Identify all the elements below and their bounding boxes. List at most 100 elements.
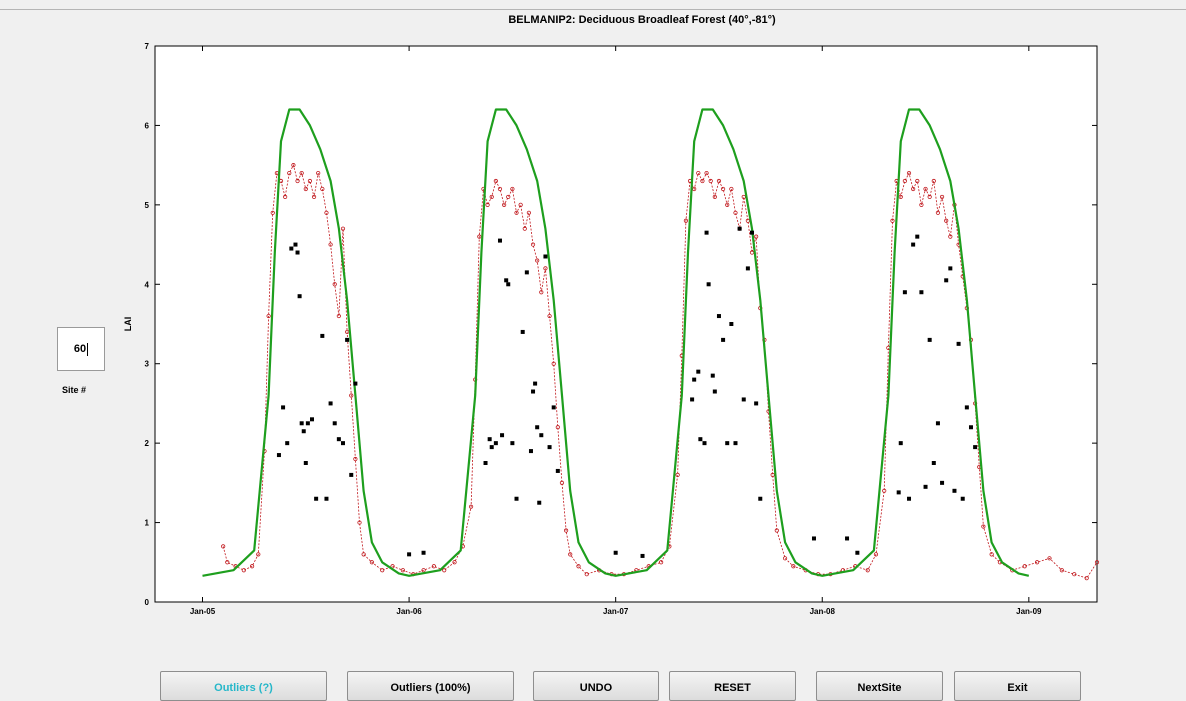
x-tick-label: Jan-09 — [1016, 607, 1042, 616]
outlier-point — [328, 401, 333, 406]
y-tick-label: 6 — [145, 121, 150, 130]
observed-point — [712, 194, 717, 200]
outlier-point — [855, 550, 860, 555]
outlier-point — [692, 377, 697, 382]
x-tick-label: Jan-05 — [190, 607, 216, 616]
observed-point — [729, 186, 734, 192]
observed-point — [539, 290, 544, 295]
observed-point — [442, 568, 447, 573]
observed-point — [576, 564, 581, 569]
outlier-point — [295, 250, 300, 255]
observed-point — [502, 202, 507, 207]
outlier-point — [758, 496, 763, 501]
observed-point — [249, 564, 255, 569]
observed-point — [468, 504, 474, 509]
observed-point — [522, 226, 527, 231]
observed-point — [1094, 560, 1100, 565]
outlier-point — [276, 453, 281, 458]
observed-point — [559, 480, 565, 485]
outlier-point — [702, 441, 707, 446]
site-number-label: Site # — [62, 385, 87, 395]
observed-point — [452, 560, 457, 565]
outlier-point — [725, 441, 730, 446]
observed-point — [906, 170, 912, 176]
outlier-point — [332, 421, 337, 426]
observed-point — [791, 564, 796, 569]
observed-point — [720, 186, 726, 192]
observed-point — [299, 170, 304, 176]
observed-point — [725, 202, 730, 207]
observed-point — [696, 170, 701, 176]
observed-point — [543, 266, 548, 271]
outlier-point — [960, 496, 965, 501]
outlier-point — [533, 381, 538, 386]
outlier-point — [310, 417, 314, 422]
observed-point — [530, 242, 536, 247]
observed-point — [716, 178, 722, 184]
outliers-query-button[interactable]: Outliers (?) — [160, 671, 327, 701]
outlier-point — [555, 468, 560, 473]
y-tick-label: 5 — [145, 201, 150, 210]
outlier-point — [535, 425, 540, 430]
outlier-point — [320, 333, 325, 338]
observed-point — [431, 564, 436, 569]
undo-button[interactable]: UNDO — [533, 671, 659, 701]
outlier-point — [640, 553, 645, 558]
observed-point — [555, 425, 560, 430]
observed-point — [882, 488, 887, 493]
observed-point — [514, 210, 519, 215]
data-series — [202, 108, 1100, 581]
outlier-point — [324, 496, 329, 501]
outlier-point — [524, 270, 529, 275]
observed-point — [931, 178, 936, 184]
outlier-point — [613, 550, 618, 555]
outlier-point — [336, 437, 341, 442]
outliers-100-button[interactable]: Outliers (100%) — [347, 671, 514, 701]
outlier-point — [845, 536, 850, 541]
observed-point — [927, 194, 932, 200]
observed-point — [256, 552, 261, 557]
observed-point — [485, 202, 490, 207]
observed-point — [506, 194, 511, 200]
observed-point — [518, 202, 523, 207]
observed-point — [369, 560, 375, 565]
observed-point — [400, 568, 405, 573]
observed-point — [568, 552, 573, 557]
observed-point — [1047, 556, 1052, 561]
observed-point — [919, 202, 924, 207]
observed-point — [303, 186, 308, 192]
outlier-point — [907, 496, 912, 501]
outlier-point — [944, 278, 949, 283]
outlier-point — [493, 441, 498, 446]
observed-point — [911, 186, 916, 192]
observed-point — [225, 560, 230, 565]
observed-point — [708, 178, 713, 184]
outlier-point — [716, 314, 721, 319]
next-site-button[interactable]: NextSite — [816, 671, 943, 701]
lai-chart: BELMANIP2: Deciduous Broadleaf Forest (4… — [123, 14, 1100, 616]
observed-point — [283, 194, 288, 200]
exit-button[interactable]: Exit — [954, 671, 1081, 701]
observed-point — [526, 210, 532, 215]
observed-point — [361, 552, 366, 557]
observed-point — [357, 520, 362, 525]
observed-point — [493, 178, 498, 184]
observed-point — [935, 210, 941, 215]
observed-point — [675, 472, 680, 478]
outlier-point — [407, 552, 412, 557]
outlier-point — [489, 445, 494, 450]
window-top-border — [0, 9, 1186, 10]
observed-series-line — [222, 163, 1098, 579]
y-tick-label: 7 — [145, 42, 150, 51]
observed-point — [489, 194, 494, 200]
outlier-point — [297, 294, 302, 299]
site-number-value: 60 — [73, 343, 87, 355]
observed-point — [295, 178, 300, 184]
site-number-input[interactable]: 60 — [57, 327, 105, 371]
reset-button[interactable]: RESET — [669, 671, 796, 701]
x-tick-label: Jan-08 — [810, 607, 836, 616]
observed-point — [320, 186, 325, 192]
observed-point — [1034, 560, 1040, 565]
observed-point — [944, 218, 949, 223]
outlier-point — [500, 433, 505, 438]
